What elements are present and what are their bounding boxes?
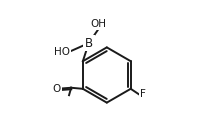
Text: O: O bbox=[53, 84, 61, 94]
Text: F: F bbox=[140, 89, 146, 99]
Text: B: B bbox=[85, 37, 93, 50]
Text: OH: OH bbox=[90, 19, 106, 29]
Text: HO: HO bbox=[54, 47, 70, 57]
